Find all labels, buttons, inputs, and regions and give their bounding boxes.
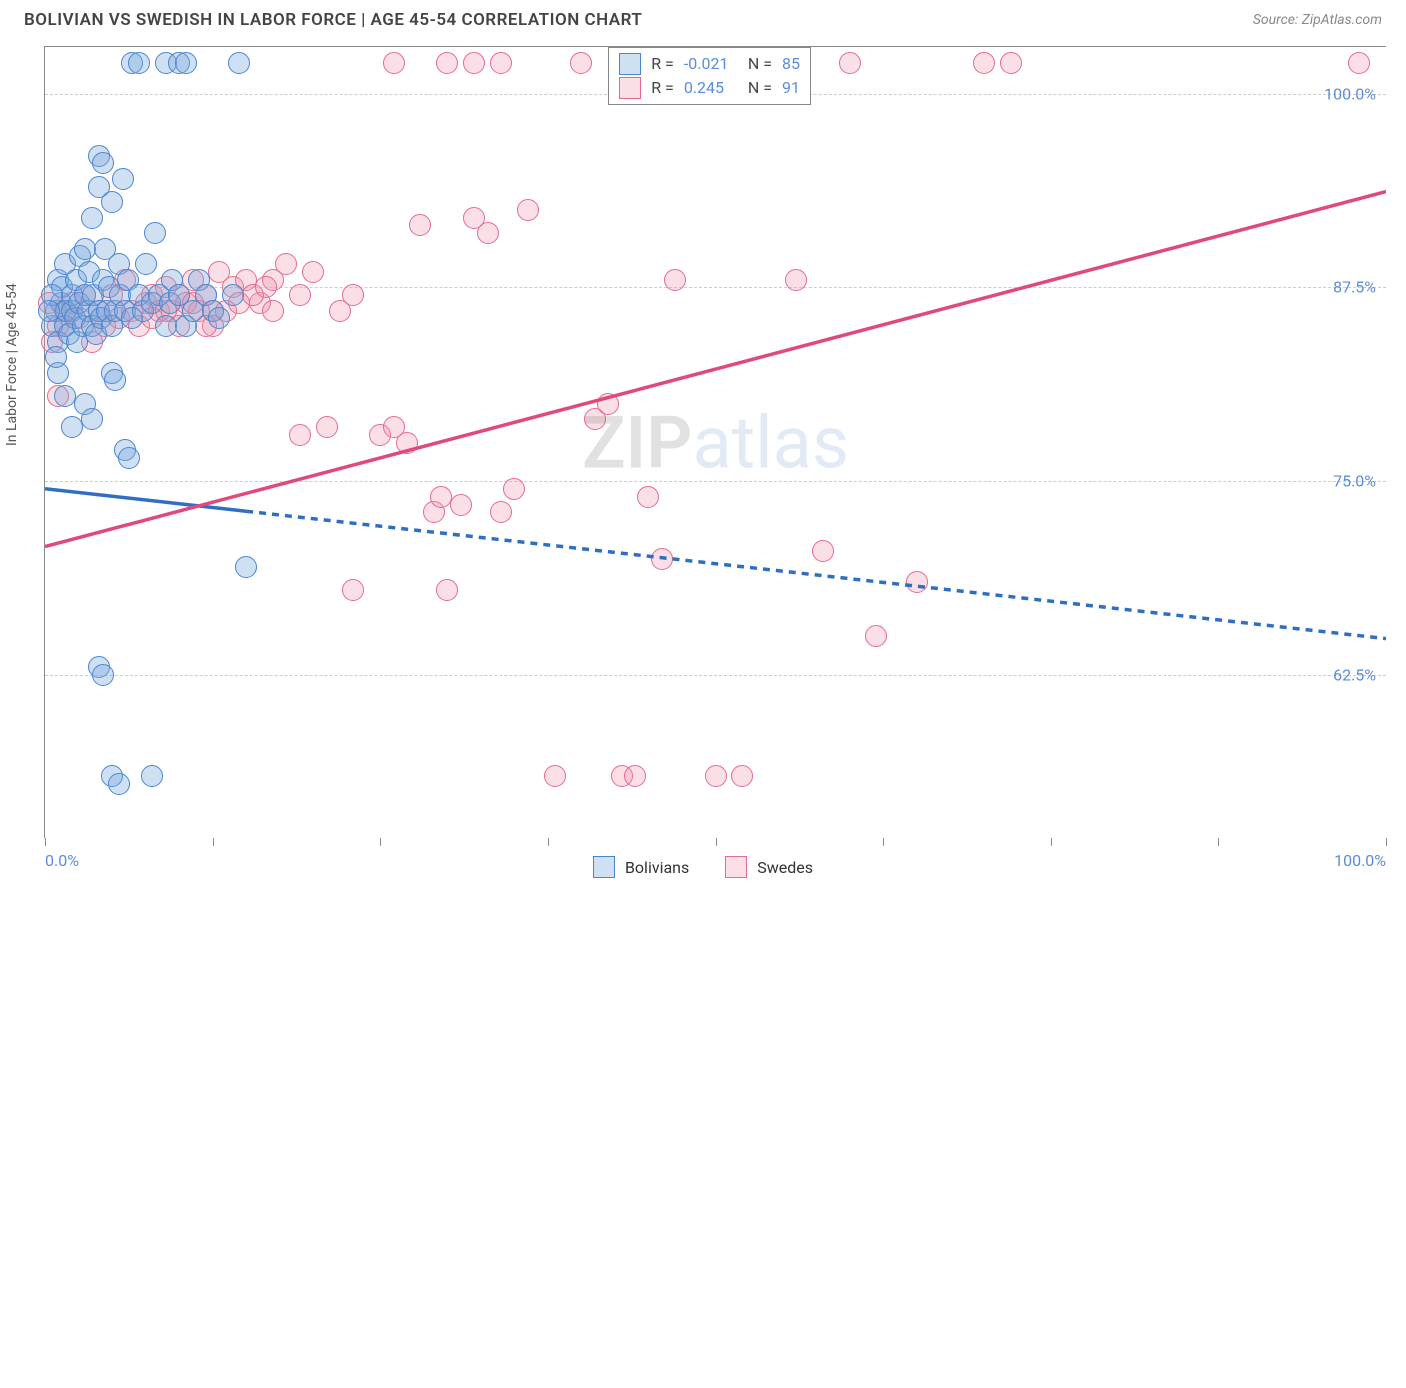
scatter-point-swedes [906,571,928,593]
scatter-point-bolivians [141,765,163,787]
scatter-point-bolivians [92,152,114,174]
y-tick-label: 62.5% [1333,666,1376,685]
scatter-point-bolivians [54,385,76,407]
scatter-point-bolivians [175,52,197,74]
scatter-point-swedes [490,501,512,523]
scatter-point-swedes [383,52,405,74]
scatter-point-bolivians [101,191,123,213]
legend-label-swedes: Swedes [757,858,813,877]
scatter-point-swedes [812,540,834,562]
scatter-point-swedes [396,432,418,454]
chart-header: BOLIVIAN VS SWEDISH IN LABOR FORCE | AGE… [0,0,1406,34]
legend: Bolivians Swedes [0,856,1406,878]
scatter-point-swedes [490,52,512,74]
x-tick-mark [1051,838,1052,846]
legend-swatch-blue [593,856,615,878]
scatter-point-swedes [544,765,566,787]
scatter-point-swedes [342,284,364,306]
y-tick-label: 100.0% [1324,84,1376,103]
scatter-point-swedes [1000,52,1022,74]
scatter-point-bolivians [74,238,96,260]
scatter-point-swedes [731,765,753,787]
legend-item-swedes: Swedes [725,856,813,878]
swatch-pink-icon [619,77,641,99]
gridline [45,675,1386,676]
scatter-point-bolivians [38,300,60,322]
scatter-point-swedes [597,393,619,415]
chart-area: 62.5%75.0%87.5%100.0%0.0%100.0% ZIPatlas… [44,46,1386,838]
scatter-point-swedes [262,300,284,322]
x-tick-mark [1218,838,1219,846]
scatter-point-bolivians [81,207,103,229]
x-tick-mark [45,838,46,846]
legend-label-bolivians: Bolivians [625,858,689,877]
scatter-point-swedes [409,214,431,236]
scatter-point-swedes [570,52,592,74]
y-axis-label: In Labor Force | Age 45-54 [4,283,20,446]
x-tick-mark [716,838,717,846]
scatter-point-swedes [637,486,659,508]
scatter-point-bolivians [45,346,67,368]
scatter-point-swedes [463,52,485,74]
scatter-point-swedes [865,625,887,647]
scatter-point-swedes [839,52,861,74]
scatter-point-bolivians [61,416,83,438]
x-tick-mark [1386,838,1387,846]
scatter-point-swedes [436,52,458,74]
scatter-point-bolivians [208,307,230,329]
scatter-point-bolivians [81,408,103,430]
gridline [45,481,1386,482]
scatter-point-swedes [430,486,452,508]
scatter-point-swedes [1348,52,1370,74]
scatter-point-swedes [342,579,364,601]
plot-area: 62.5%75.0%87.5%100.0%0.0%100.0% [45,47,1386,838]
x-tick-mark [213,838,214,846]
x-tick-mark [883,838,884,846]
chart-title: BOLIVIAN VS SWEDISH IN LABOR FORCE | AGE… [24,10,642,30]
scatter-point-swedes [436,579,458,601]
scatter-point-swedes [289,284,311,306]
stat-row: R =-0.021N =85 [619,52,800,76]
scatter-point-bolivians [135,253,157,275]
scatter-point-swedes [255,276,277,298]
scatter-point-bolivians [118,447,140,469]
scatter-point-swedes [450,494,472,516]
legend-swatch-pink [725,856,747,878]
scatter-point-swedes [503,478,525,500]
scatter-point-swedes [705,765,727,787]
scatter-point-bolivians [144,222,166,244]
scatter-point-swedes [664,269,686,291]
scatter-point-bolivians [112,168,134,190]
stat-row: R =0.245N =91 [619,76,800,100]
scatter-point-swedes [275,253,297,275]
scatter-point-swedes [651,548,673,570]
scatter-point-bolivians [128,52,150,74]
scatter-point-bolivians [228,52,250,74]
x-tick-mark [548,838,549,846]
correlation-stats-box: R =-0.021N =85R =0.245N =91 [608,47,811,105]
scatter-point-swedes [289,424,311,446]
scatter-point-swedes [973,52,995,74]
y-tick-label: 75.0% [1333,472,1376,491]
scatter-point-swedes [785,269,807,291]
scatter-point-swedes [302,261,324,283]
scatter-point-swedes [517,199,539,221]
scatter-point-bolivians [155,315,177,337]
scatter-point-swedes [316,416,338,438]
scatter-point-bolivians [235,556,257,578]
scatter-point-bolivians [92,664,114,686]
chart-source: Source: ZipAtlas.com [1253,12,1382,28]
scatter-point-bolivians [104,369,126,391]
swatch-blue-icon [619,53,641,75]
x-tick-mark [380,838,381,846]
scatter-point-swedes [624,765,646,787]
legend-item-bolivians: Bolivians [593,856,689,878]
scatter-point-bolivians [222,284,244,306]
scatter-point-swedes [477,222,499,244]
y-tick-label: 87.5% [1333,278,1376,297]
scatter-point-bolivians [108,773,130,795]
